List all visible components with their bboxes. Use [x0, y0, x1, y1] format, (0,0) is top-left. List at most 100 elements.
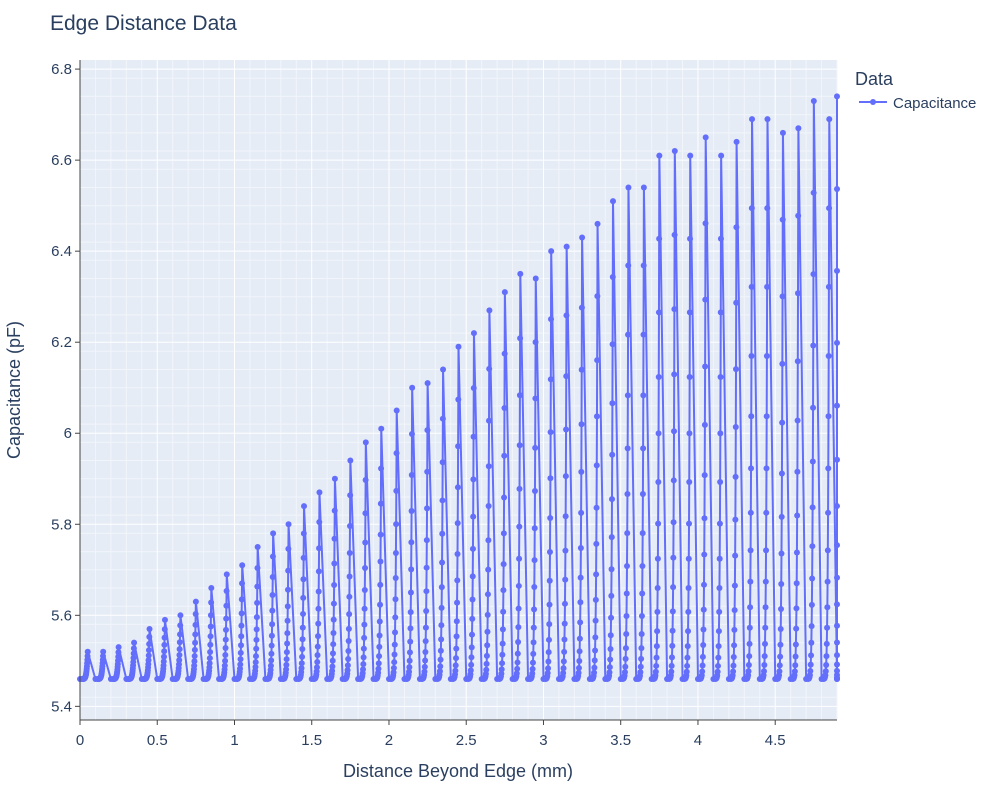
- capacitance-marker[interactable]: [485, 537, 492, 544]
- capacitance-marker[interactable]: [686, 479, 693, 486]
- capacitance-marker[interactable]: [793, 625, 800, 632]
- capacitance-marker[interactable]: [834, 267, 840, 274]
- legend[interactable]: Data Capacitance: [855, 69, 976, 112]
- capacitance-marker[interactable]: [609, 341, 616, 348]
- capacitance-marker[interactable]: [391, 659, 398, 666]
- capacitance-marker[interactable]: [591, 669, 598, 676]
- capacitance-marker[interactable]: [747, 509, 754, 516]
- capacitance-marker[interactable]: [577, 619, 584, 626]
- capacitance-marker[interactable]: [409, 384, 416, 391]
- capacitance-marker[interactable]: [300, 576, 307, 583]
- capacitance-marker[interactable]: [530, 650, 537, 657]
- capacitance-marker[interactable]: [778, 581, 785, 588]
- capacitance-marker[interactable]: [748, 465, 755, 472]
- capacitance-marker[interactable]: [315, 605, 322, 612]
- capacitance-marker[interactable]: [161, 648, 168, 655]
- capacitance-marker[interactable]: [621, 669, 628, 676]
- capacitance-marker[interactable]: [731, 582, 738, 589]
- capacitance-marker[interactable]: [578, 468, 585, 475]
- capacitance-marker[interactable]: [222, 626, 229, 633]
- capacitance-marker[interactable]: [669, 642, 676, 649]
- capacitance-marker[interactable]: [454, 577, 461, 584]
- capacitance-marker[interactable]: [795, 290, 801, 297]
- capacitance-marker[interactable]: [686, 430, 693, 437]
- capacitance-marker[interactable]: [469, 545, 476, 552]
- capacitance-marker[interactable]: [748, 413, 755, 420]
- capacitance-marker[interactable]: [438, 622, 445, 629]
- capacitance-marker[interactable]: [577, 574, 584, 581]
- capacitance-marker[interactable]: [702, 134, 709, 141]
- capacitance-marker[interactable]: [222, 636, 229, 643]
- capacitance-marker[interactable]: [269, 553, 276, 560]
- capacitance-marker[interactable]: [470, 433, 477, 440]
- capacitance-marker[interactable]: [467, 667, 474, 674]
- capacitance-marker[interactable]: [593, 571, 600, 578]
- capacitance-marker[interactable]: [237, 656, 244, 663]
- capacitance-marker[interactable]: [732, 552, 739, 559]
- capacitance-marker[interactable]: [687, 152, 694, 159]
- capacitance-marker[interactable]: [655, 479, 662, 486]
- capacitance-marker[interactable]: [609, 451, 616, 458]
- capacitance-marker[interactable]: [700, 642, 707, 649]
- capacitance-marker[interactable]: [593, 540, 600, 547]
- capacitance-marker[interactable]: [794, 417, 801, 424]
- capacitance-marker[interactable]: [637, 669, 644, 676]
- capacitance-marker[interactable]: [577, 544, 584, 551]
- capacitance-marker[interactable]: [686, 309, 693, 316]
- capacitance-marker[interactable]: [345, 638, 352, 645]
- capacitance-marker[interactable]: [517, 335, 524, 342]
- capacitance-marker[interactable]: [330, 600, 337, 607]
- capacitance-marker[interactable]: [362, 539, 369, 546]
- capacitance-marker[interactable]: [115, 644, 122, 651]
- capacitance-marker[interactable]: [593, 504, 600, 511]
- capacitance-marker[interactable]: [808, 652, 815, 659]
- capacitance-marker[interactable]: [470, 385, 477, 392]
- capacitance-marker[interactable]: [362, 564, 369, 571]
- capacitance-marker[interactable]: [834, 622, 840, 629]
- capacitance-marker[interactable]: [192, 631, 199, 638]
- capacitance-marker[interactable]: [392, 596, 399, 603]
- capacitance-marker[interactable]: [513, 670, 520, 677]
- capacitance-marker[interactable]: [592, 634, 599, 641]
- capacitance-marker[interactable]: [652, 668, 659, 675]
- capacitance-marker[interactable]: [824, 624, 831, 631]
- capacitance-marker[interactable]: [453, 618, 460, 625]
- capacitance-marker[interactable]: [683, 668, 690, 675]
- capacitance-marker[interactable]: [253, 645, 260, 652]
- capacitance-marker[interactable]: [762, 624, 769, 631]
- capacitance-marker[interactable]: [824, 547, 831, 554]
- capacitance-marker[interactable]: [624, 445, 631, 452]
- capacitance-marker[interactable]: [84, 653, 91, 660]
- capacitance-marker[interactable]: [834, 639, 840, 646]
- capacitance-marker[interactable]: [314, 658, 321, 665]
- capacitance-marker[interactable]: [809, 458, 816, 465]
- capacitance-marker[interactable]: [748, 205, 755, 212]
- capacitance-marker[interactable]: [686, 374, 693, 381]
- capacitance-marker[interactable]: [749, 116, 756, 123]
- capacitance-marker[interactable]: [407, 609, 414, 616]
- capacitance-marker[interactable]: [378, 425, 385, 432]
- capacitance-marker[interactable]: [656, 152, 663, 159]
- capacitance-marker[interactable]: [222, 644, 229, 651]
- capacitance-marker[interactable]: [575, 664, 582, 671]
- capacitance-marker[interactable]: [624, 530, 631, 537]
- capacitance-marker[interactable]: [745, 662, 752, 669]
- capacitance-marker[interactable]: [439, 459, 446, 466]
- capacitance-marker[interactable]: [807, 667, 814, 674]
- capacitance-marker[interactable]: [823, 640, 830, 647]
- capacitance-marker[interactable]: [714, 668, 721, 675]
- capacitance-marker[interactable]: [795, 212, 802, 219]
- capacitance-marker[interactable]: [331, 507, 338, 514]
- capacitance-marker[interactable]: [361, 586, 368, 593]
- capacitance-marker[interactable]: [607, 656, 614, 663]
- capacitance-marker[interactable]: [638, 631, 645, 638]
- capacitance-marker[interactable]: [484, 611, 491, 618]
- capacitance-marker[interactable]: [408, 539, 415, 546]
- capacitance-marker[interactable]: [378, 465, 385, 472]
- capacitance-marker[interactable]: [668, 662, 675, 669]
- capacitance-marker[interactable]: [563, 312, 570, 319]
- capacitance-marker[interactable]: [794, 358, 801, 365]
- capacitance-marker[interactable]: [439, 559, 446, 566]
- capacitance-marker[interactable]: [423, 608, 430, 615]
- capacitance-marker[interactable]: [730, 668, 737, 675]
